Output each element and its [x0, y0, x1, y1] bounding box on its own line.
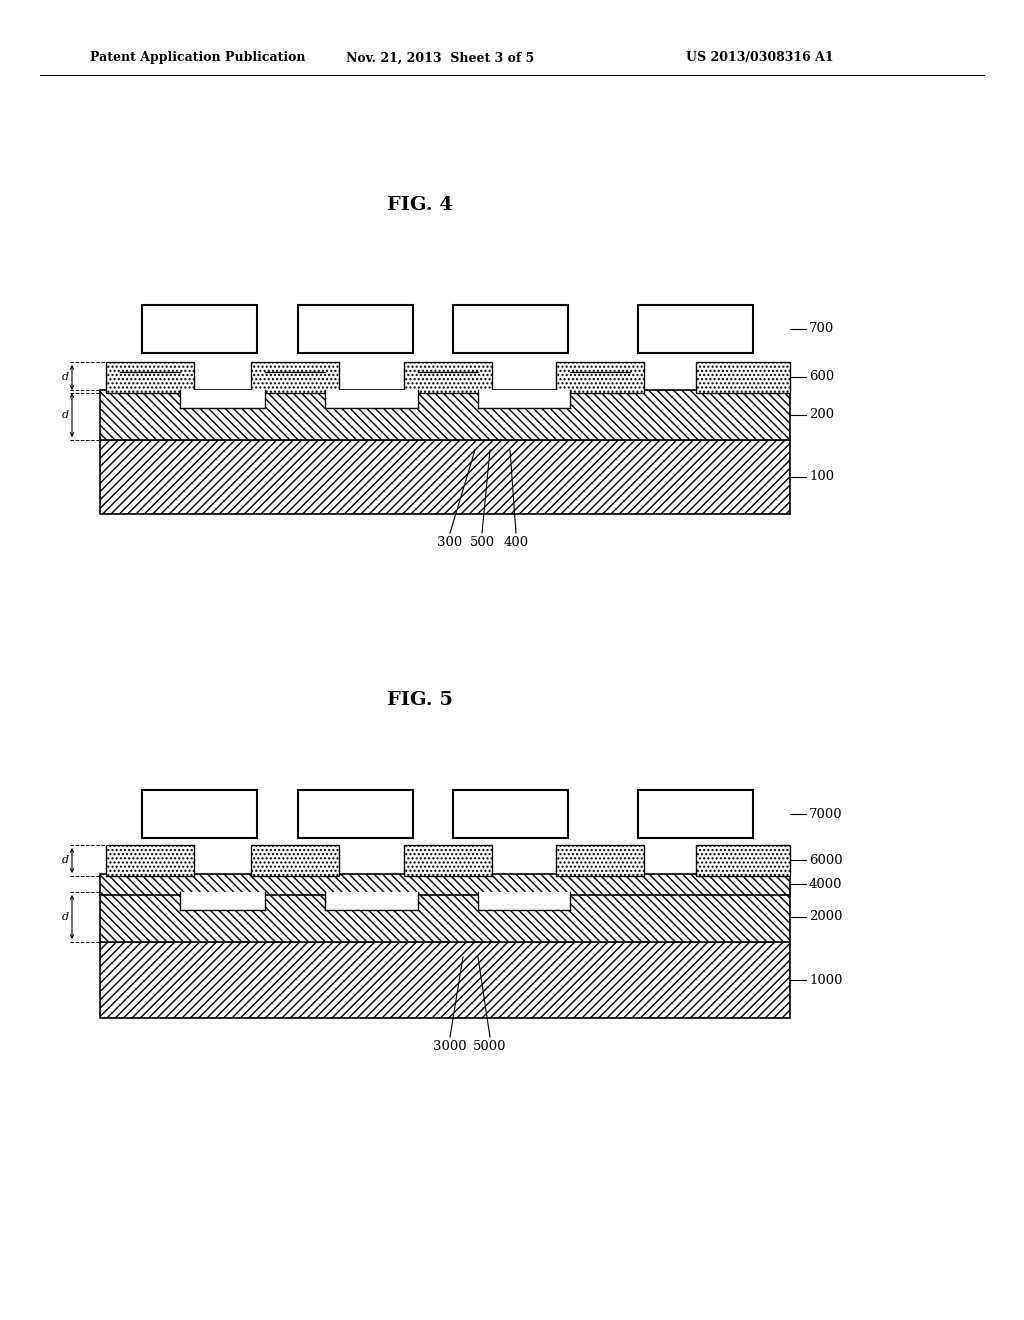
Bar	[453, 789, 568, 838]
Bar	[556, 845, 644, 876]
Bar	[325, 892, 418, 909]
Bar	[404, 845, 492, 876]
Bar	[453, 305, 568, 352]
Bar	[325, 389, 418, 408]
Bar	[142, 789, 257, 838]
Text: 3000: 3000	[433, 1040, 467, 1053]
Bar	[100, 892, 790, 942]
Text: 600: 600	[809, 371, 835, 384]
Text: FIG. 5: FIG. 5	[387, 690, 453, 709]
Bar	[120, 874, 180, 892]
Text: 500: 500	[469, 536, 495, 549]
Bar	[298, 305, 413, 352]
Bar	[106, 362, 194, 393]
Bar	[100, 389, 790, 440]
Bar	[142, 305, 257, 352]
Bar	[100, 440, 790, 513]
Bar	[478, 389, 570, 408]
Bar	[180, 389, 265, 408]
Text: 100: 100	[809, 470, 835, 483]
Bar	[106, 845, 194, 876]
Text: 5000: 5000	[473, 1040, 507, 1053]
Text: 7000: 7000	[809, 808, 843, 821]
Bar	[418, 874, 478, 892]
Text: FIG. 4: FIG. 4	[387, 195, 453, 214]
Text: 6000: 6000	[809, 854, 843, 866]
Bar	[570, 372, 630, 389]
Bar	[265, 372, 325, 389]
Bar	[120, 372, 180, 389]
Text: 400: 400	[504, 536, 528, 549]
Bar	[180, 892, 265, 909]
Bar	[418, 372, 478, 389]
Text: d: d	[61, 912, 69, 921]
Text: 4000: 4000	[809, 878, 843, 891]
Bar	[570, 874, 630, 892]
Text: d: d	[61, 855, 69, 865]
Bar	[100, 942, 790, 1018]
Bar	[100, 874, 790, 895]
Bar	[638, 789, 753, 838]
Bar	[251, 362, 339, 393]
Text: 1000: 1000	[809, 974, 843, 986]
Bar	[265, 874, 325, 892]
Bar	[404, 362, 492, 393]
Text: d: d	[61, 411, 69, 420]
Bar	[696, 845, 790, 876]
Bar	[696, 362, 790, 393]
Bar	[638, 305, 753, 352]
Text: Nov. 21, 2013  Sheet 3 of 5: Nov. 21, 2013 Sheet 3 of 5	[346, 51, 535, 65]
Text: 700: 700	[809, 322, 835, 335]
Bar	[556, 362, 644, 393]
Text: 200: 200	[809, 408, 835, 421]
Text: Patent Application Publication: Patent Application Publication	[90, 51, 305, 65]
Bar	[298, 789, 413, 838]
Text: 2000: 2000	[809, 911, 843, 924]
Text: 300: 300	[437, 536, 463, 549]
Text: US 2013/0308316 A1: US 2013/0308316 A1	[686, 51, 834, 65]
Bar	[478, 892, 570, 909]
Bar	[251, 845, 339, 876]
Text: d: d	[61, 372, 69, 381]
